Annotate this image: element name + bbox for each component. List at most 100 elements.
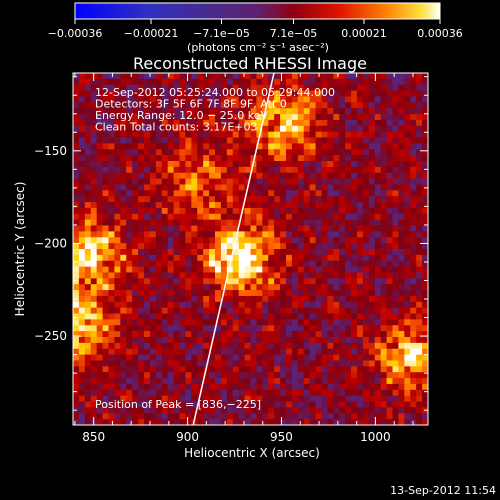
heatmap-cell — [215, 90, 222, 97]
heatmap-cell — [280, 149, 287, 156]
heatmap-cell — [90, 125, 98, 133]
heatmap-cell — [126, 372, 133, 379]
heatmap-cell — [315, 102, 322, 109]
heatmap-cell — [345, 331, 352, 338]
heatmap-cell — [232, 307, 240, 314]
heatmap-cell — [73, 389, 80, 397]
heatmap-cell — [297, 413, 305, 420]
heatmap-cell — [238, 413, 245, 420]
heatmap-cell — [374, 190, 382, 197]
heatmap-cell — [321, 266, 328, 273]
heatmap-cell — [173, 131, 180, 138]
heatmap-cell — [416, 272, 423, 279]
heatmap-cell — [262, 213, 269, 221]
heatmap-cell — [297, 90, 305, 97]
heatmap-cell — [203, 313, 210, 320]
heatmap-cell — [96, 172, 103, 179]
heatmap-cell — [138, 96, 145, 103]
heatmap-cell — [132, 278, 139, 285]
heatmap-cell — [416, 383, 423, 391]
heatmap-cell — [339, 73, 346, 80]
heatmap-cell — [108, 108, 115, 115]
heatmap-cell — [226, 161, 234, 168]
heatmap-cell — [209, 125, 216, 133]
heatmap-cell — [351, 149, 358, 156]
heatmap-cell — [78, 284, 86, 291]
heatmap-cell — [114, 202, 121, 209]
heatmap-cell — [132, 178, 139, 185]
heatmap-cell — [410, 184, 417, 191]
heatmap-cell — [404, 290, 411, 297]
heatmap-cell — [114, 237, 121, 244]
heatmap-cell — [155, 395, 163, 402]
heatmap-cell — [244, 278, 251, 285]
heatmap-cell — [280, 331, 287, 338]
heatmap-cell — [256, 102, 263, 109]
heatmap-cell — [362, 290, 370, 297]
heatmap-cell — [357, 266, 364, 273]
heatmap-cell — [333, 342, 340, 350]
heatmap-cell — [173, 307, 180, 314]
heatmap-cell — [114, 73, 121, 80]
heatmap-cell — [309, 407, 316, 414]
heatmap-cell — [368, 354, 376, 361]
heatmap-cell — [132, 284, 139, 291]
heatmap-cell — [161, 395, 169, 402]
heatmap-cell — [327, 172, 334, 179]
heatmap-cell — [226, 395, 234, 402]
heatmap-cell — [102, 389, 109, 397]
heatmap-cell — [345, 249, 352, 256]
heatmap-cell — [315, 143, 322, 150]
heatmap-cell — [203, 383, 210, 391]
heatmap-cell — [392, 372, 399, 379]
heatmap-cell — [90, 131, 98, 138]
heatmap-cell — [297, 249, 305, 256]
heatmap-cell — [309, 249, 316, 256]
heatmap-cell — [185, 313, 192, 320]
heatmap-cell — [173, 395, 180, 402]
heatmap-cell — [232, 166, 240, 174]
heatmap-cell — [197, 161, 204, 168]
heatmap-cell — [90, 207, 98, 215]
heatmap-cell — [274, 190, 281, 197]
heatmap-cell — [167, 319, 174, 326]
heatmap-cell — [149, 143, 157, 150]
heatmap-cell — [286, 131, 293, 138]
heatmap-cell — [416, 325, 423, 332]
heatmap-cell — [374, 295, 382, 303]
heatmap-cell — [321, 278, 328, 285]
heatmap-cell — [226, 155, 234, 162]
heatmap-cell — [244, 419, 251, 425]
heatmap-cell — [374, 219, 382, 226]
heatmap-cell — [179, 260, 186, 267]
heatmap-cell — [203, 249, 210, 256]
heatmap-cell — [191, 202, 198, 209]
heatmap-cell — [238, 301, 245, 309]
heatmap-cell — [327, 213, 334, 221]
heatmap-cell — [78, 319, 86, 326]
heatmap-cell — [132, 119, 139, 127]
heatmap-cell — [309, 290, 316, 297]
heatmap-cell — [167, 378, 174, 385]
heatmap-cell — [185, 307, 192, 314]
heatmap-cell — [179, 178, 186, 185]
heatmap-cell — [197, 172, 204, 179]
heatmap-cell — [244, 407, 251, 414]
heatmap-cell — [73, 278, 80, 285]
heatmap-cell — [333, 119, 340, 127]
heatmap-cell — [120, 149, 127, 156]
heatmap-cell — [179, 395, 186, 402]
heatmap-cell — [268, 172, 275, 179]
heatmap-cell — [167, 278, 174, 285]
heatmap-cell — [392, 207, 399, 215]
heatmap-cell — [386, 260, 393, 267]
heatmap-cell — [96, 231, 103, 238]
heatmap-cell — [380, 266, 387, 273]
heatmap-cell — [167, 266, 174, 273]
heatmap-cell — [392, 395, 399, 402]
heatmap-cell — [291, 331, 299, 338]
heatmap-cell — [232, 401, 240, 408]
heatmap-cell — [114, 295, 121, 303]
heatmap-cell — [244, 143, 251, 150]
heatmap-cell — [327, 407, 334, 414]
